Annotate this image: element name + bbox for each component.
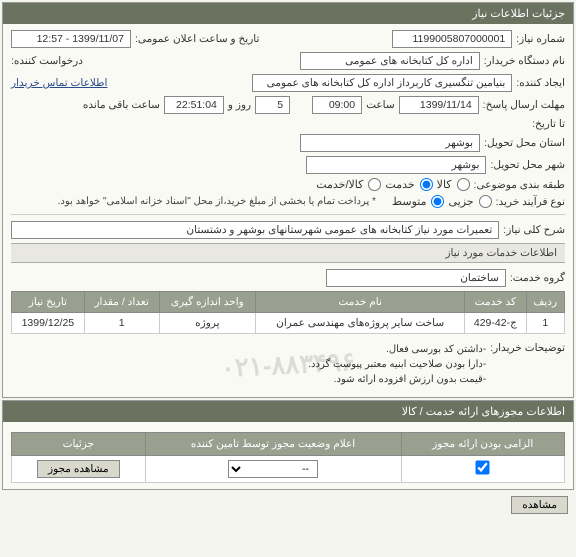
view-auth-button[interactable]: مشاهده مجوز [37, 460, 120, 478]
lbl-requester: درخواست کننده: [11, 55, 83, 67]
radio-medium[interactable]: متوسط [392, 195, 445, 208]
lbl-creator: ایجاد کننده: [516, 77, 565, 89]
lbl-buyer-notes: توضیحات خریدار: [490, 342, 565, 354]
lbl-announce: تاریخ و ساعت اعلان عمومی: [135, 33, 259, 45]
svc-th: تعداد / مقدار [84, 292, 159, 313]
lbl-deadline: مهلت ارسال پاسخ: [483, 99, 565, 111]
auth-row: -- مشاهده مجوز [12, 456, 565, 483]
val-remain: 22:51:04 [164, 96, 224, 114]
lbl-hour: ساعت [366, 99, 395, 111]
view-button[interactable]: مشاهده [511, 496, 568, 514]
svc-th: نام خدمت [256, 292, 465, 313]
lbl-until: تا تاریخ: [532, 118, 565, 130]
lbl-ptype: نوع فرآیند خرید: [496, 196, 565, 208]
val-deadline-days: 5 [255, 96, 290, 114]
val-creator: بنیامین تنگسیری کاربرداز اداره کل کتابخا… [252, 74, 512, 92]
svc-th: واحد اندازه گیری [159, 292, 256, 313]
val-deadline-date: 1399/11/14 [399, 96, 479, 114]
lbl-need-no: شماره نیاز: [516, 33, 565, 45]
link-contact[interactable]: اطلاعات تماس خریدار [11, 77, 107, 89]
services-table: ردیفکد خدمتنام خدمتواحد اندازه گیریتعداد… [11, 291, 565, 334]
radio-partial[interactable]: جزیی [448, 195, 491, 208]
payment-note: * پرداخت تمام یا بخشی از مبلغ خرید،از مح… [58, 196, 376, 207]
svc-th: تاریخ نیاز [12, 292, 85, 313]
need-info-panel: جزئیات اطلاعات نیاز شماره نیاز: 11990058… [2, 2, 574, 398]
val-buyer-org: اداره کل کتابخانه های عمومی [300, 52, 480, 70]
lbl-remain: ساعت باقی مانده [83, 99, 160, 111]
svc-th: ردیف [526, 292, 564, 313]
panel-header-auth: اطلاعات مجوزهای ارائه خدمت / کالا [3, 401, 573, 422]
panel-header-info: جزئیات اطلاعات نیاز [3, 3, 573, 24]
lbl-category: طبقه بندی موضوعی: [474, 179, 565, 191]
radio-goods[interactable]: کالا [437, 178, 470, 191]
auth-th: اعلام وضعیت مجوز توسط تامین کننده [145, 433, 401, 456]
lbl-day: روز و [228, 99, 251, 111]
svc-th: کد خدمت [465, 292, 526, 313]
lbl-desc: شرح کلی نیاز: [503, 224, 565, 236]
lbl-city: شهر محل تحویل: [490, 159, 565, 171]
auth-required-check[interactable] [476, 460, 490, 474]
val-prov: بوشهر [300, 134, 480, 152]
radio-service[interactable]: خدمت [385, 178, 432, 191]
lbl-buyer-org: نام دستگاه خریدار: [484, 55, 565, 67]
table-row: 1ج-42-429ساخت سایر پروژه‌های مهندسی عمرا… [12, 313, 565, 334]
radio-goods-service[interactable]: کالا/خدمت [316, 178, 381, 191]
auth-th: الزامی بودن ارائه مجوز [401, 433, 565, 456]
val-deadline-time: 09:00 [312, 96, 362, 114]
buyer-notes: -داشتن کد بورسی فعال.-دارا بودن صلاحیت ا… [308, 342, 486, 387]
lbl-prov: استان محل تحویل: [484, 137, 565, 149]
val-svcgroup: ساختمان [326, 269, 506, 287]
val-need-no: 1199005807000001 [392, 30, 512, 48]
services-section-title: اطلاعات خدمات مورد نیاز [11, 243, 565, 263]
auth-table: الزامی بودن ارائه مجوزاعلام وضعیت مجوز ت… [11, 432, 565, 483]
auth-status-select[interactable]: -- [228, 460, 318, 478]
val-desc: تعمیرات مورد نیاز کتابخانه های عمومی شهر… [11, 221, 499, 239]
auth-th: جزئیات [12, 433, 146, 456]
val-city: بوشهر [306, 156, 486, 174]
auth-panel: اطلاعات مجوزهای ارائه خدمت / کالا الزامی… [2, 400, 574, 490]
val-announce: 1399/11/07 - 12:57 [11, 30, 131, 48]
lbl-svcgroup: گروه خدمت: [510, 272, 565, 284]
